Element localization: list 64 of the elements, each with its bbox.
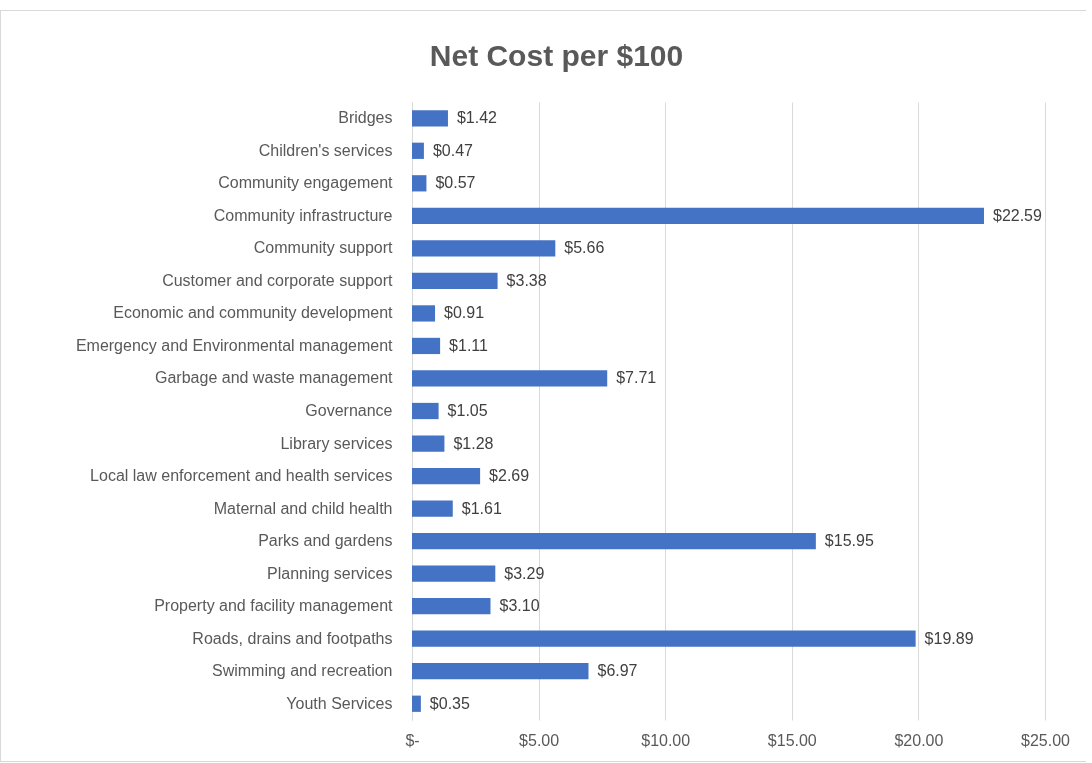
y-tick-label: Emergency and Environmental management — [75, 336, 394, 354]
bar — [412, 142, 424, 159]
data-label: $6.97 — [597, 662, 638, 680]
bar — [412, 305, 436, 322]
y-tick-label: Community infrastructure — [213, 206, 393, 224]
bar — [412, 565, 496, 582]
bar — [412, 207, 984, 224]
data-label: $7.71 — [616, 369, 657, 387]
y-tick-label: Governance — [305, 402, 393, 419]
y-tick-label: Maternal and child health — [213, 499, 393, 517]
bar — [412, 110, 448, 127]
data-label: $15.95 — [824, 532, 874, 550]
x-tick-label: $5.00 — [519, 731, 560, 749]
bar — [412, 402, 439, 420]
y-tick-label: Swimming and recreation — [211, 662, 393, 680]
y-tick-label: Parks and gardens — [258, 532, 393, 550]
data-label: $0.91 — [444, 304, 485, 322]
y-tick-label: Youth Services — [286, 694, 393, 712]
data-label: $22.59 — [992, 206, 1043, 224]
y-tick-label: Community support — [253, 239, 394, 257]
y-tick-label: Planning services — [267, 564, 393, 582]
bar — [412, 467, 481, 485]
y-tick-label: Bridges — [338, 109, 393, 127]
data-label: $2.69 — [489, 467, 530, 485]
data-label: $1.11 — [449, 336, 489, 354]
bar — [412, 532, 816, 550]
x-tick-label: $20.00 — [894, 731, 944, 749]
x-tick-label: $15.00 — [767, 731, 817, 749]
y-tick-label: Garbage and waste management — [155, 369, 394, 387]
bar — [412, 272, 498, 290]
data-label: $0.35 — [429, 694, 470, 712]
bar — [412, 695, 421, 712]
data-label: $1.61 — [461, 499, 502, 517]
data-label: $3.29 — [504, 564, 545, 582]
y-tick-label: Library services — [280, 434, 393, 452]
data-label: $1.42 — [456, 109, 498, 127]
bar — [412, 630, 916, 647]
y-tick-label: Economic and community development — [113, 304, 394, 322]
data-label: $1.28 — [453, 434, 494, 452]
y-tick-label: Children's services — [258, 141, 393, 159]
data-label: $1.05 — [447, 402, 488, 419]
data-label: $0.47 — [432, 141, 474, 159]
data-label: $19.89 — [924, 629, 974, 647]
x-tick-label: $25.00 — [1021, 731, 1071, 749]
bar — [412, 337, 441, 355]
x-tick-label: $- — [405, 731, 420, 749]
chart-title: Net Cost per $100 — [429, 39, 684, 72]
y-tick-label: Roads, drains and footpaths — [192, 629, 393, 647]
bar — [412, 500, 453, 517]
data-label: $0.57 — [435, 174, 476, 192]
bar — [412, 240, 556, 257]
data-label: $3.10 — [499, 597, 540, 615]
y-tick-label: Community engagement — [218, 174, 394, 192]
x-tick-label: $10.00 — [641, 731, 691, 749]
bar — [412, 598, 491, 615]
y-tick-label: Local law enforcement and health services — [90, 467, 393, 485]
bar — [412, 435, 445, 452]
data-label: $5.66 — [564, 239, 605, 257]
y-tick-label: Customer and corporate support — [162, 271, 394, 289]
y-tick-label: Property and facility management — [154, 597, 394, 615]
bar — [412, 370, 608, 387]
data-label: $3.38 — [506, 271, 547, 289]
bar — [412, 175, 427, 192]
bar — [412, 663, 589, 680]
